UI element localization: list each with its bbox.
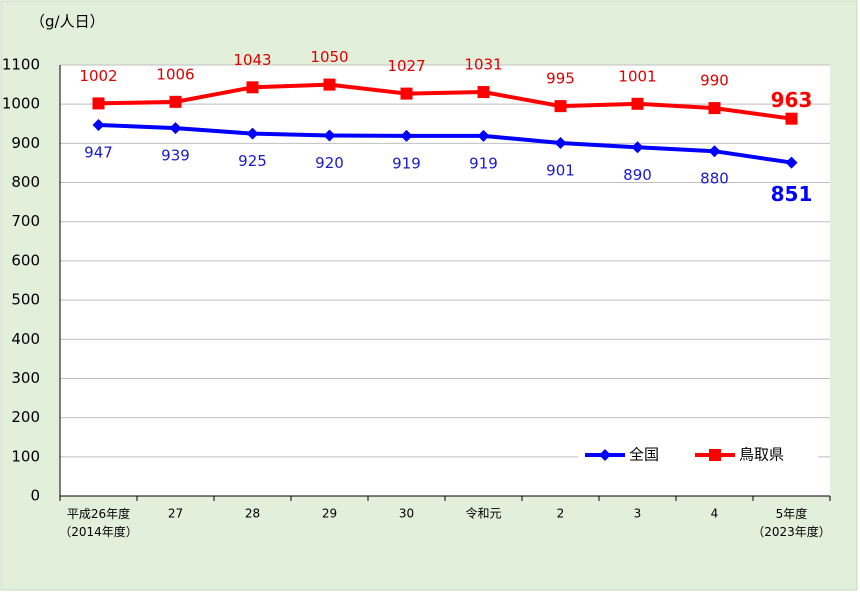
legend-marker — [599, 449, 611, 461]
data-label: 919 — [469, 154, 498, 172]
marker — [400, 87, 413, 100]
data-label: 1001 — [618, 67, 656, 85]
legend-marker — [709, 449, 721, 461]
marker — [554, 136, 567, 149]
x-tick-label: 29 — [322, 507, 337, 521]
x-tick-label: 2 — [557, 507, 565, 521]
data-label: 1031 — [464, 56, 502, 74]
y-tick-label: 1000 — [2, 95, 40, 113]
data-label: 880 — [700, 170, 729, 188]
y-tick-label: 700 — [11, 212, 40, 230]
series-line — [98, 122, 792, 165]
data-label: 851 — [771, 182, 813, 206]
x-tick-label: 30 — [399, 507, 414, 521]
marker — [323, 129, 336, 142]
data-label: 901 — [546, 161, 575, 179]
x-tick-label: 3 — [634, 507, 642, 521]
data-label: 939 — [161, 147, 190, 165]
marker — [631, 97, 644, 110]
series-line — [98, 82, 792, 121]
marker — [92, 97, 105, 110]
y-tick-label: 200 — [11, 408, 40, 426]
marker — [554, 100, 567, 113]
data-label: 963 — [771, 88, 813, 112]
x-tick-label: 28 — [245, 507, 260, 521]
data-label: 925 — [238, 152, 267, 170]
data-label: 1006 — [156, 65, 194, 83]
marker — [785, 112, 798, 125]
marker — [477, 129, 490, 142]
data-label: 947 — [84, 143, 113, 161]
data-label: 919 — [392, 154, 421, 172]
x-tick-label: 平成26年度（2014年度） — [59, 506, 138, 539]
y-tick-label: 0 — [30, 487, 40, 505]
marker — [785, 156, 798, 169]
y-tick-label: 1100 — [2, 56, 40, 74]
y-tick-label: 500 — [11, 291, 40, 309]
marker — [477, 86, 490, 99]
y-tick-label: 300 — [11, 369, 40, 387]
marker — [708, 145, 721, 158]
y-tick-label: 400 — [11, 330, 40, 348]
data-label: 990 — [700, 72, 729, 90]
legend-label: 鳥取県 — [739, 446, 784, 464]
y-tick-label: 100 — [11, 447, 40, 465]
marker — [246, 127, 259, 140]
marker — [169, 95, 182, 108]
marker — [323, 78, 336, 91]
x-tick-label: 5年度（2023年度） — [752, 506, 831, 539]
legend-label: 全国 — [629, 446, 659, 464]
x-tick-label: 令和元 — [465, 506, 501, 521]
data-label: 1002 — [79, 67, 117, 85]
data-label: 1027 — [387, 57, 425, 75]
y-tick-label: 800 — [11, 173, 40, 191]
marker — [708, 102, 721, 115]
marker — [400, 129, 413, 142]
x-tick-label: 27 — [168, 507, 183, 521]
y-unit: （g/人日） — [30, 13, 105, 31]
marker — [246, 81, 259, 94]
marker — [631, 141, 644, 154]
data-label: 890 — [623, 166, 652, 184]
data-label: 920 — [315, 154, 344, 172]
y-tick-label: 600 — [11, 251, 40, 269]
marker — [169, 122, 182, 135]
y-tick-label: 900 — [11, 134, 40, 152]
data-label: 995 — [546, 70, 575, 88]
x-tick-label: 4 — [711, 507, 719, 521]
data-label: 1043 — [233, 51, 271, 69]
marker — [92, 118, 105, 131]
data-label: 1050 — [310, 48, 348, 66]
